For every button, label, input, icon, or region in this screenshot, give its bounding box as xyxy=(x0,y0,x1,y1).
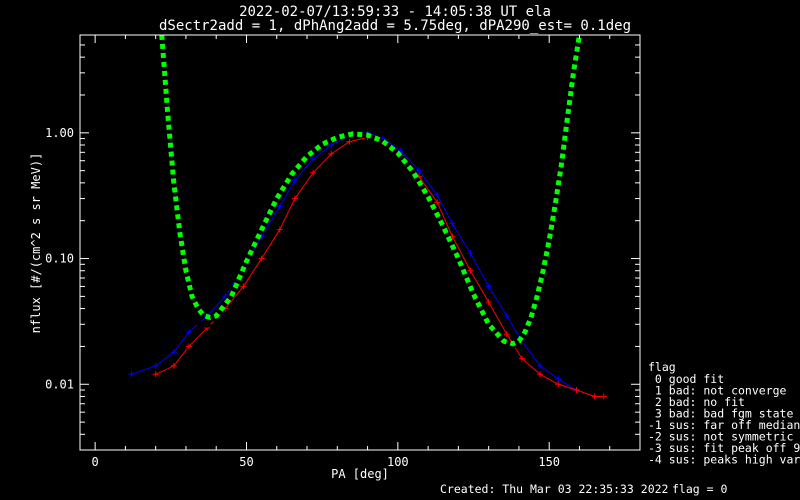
legend-entry: -4 sus: peaks high var xyxy=(648,453,800,467)
series-1-point xyxy=(346,138,353,145)
x-axis-label: PA [deg] xyxy=(331,467,389,481)
legend-entry: -1 sus: far off median xyxy=(648,418,800,432)
series-0-point xyxy=(185,329,192,336)
plot-frame xyxy=(79,34,641,451)
legend-entry: -2 sus: not symmetric xyxy=(648,430,793,444)
legend-entry: 1 bad: not converge xyxy=(648,384,787,398)
legend-entry: -3 sus: fit peak off 90 xyxy=(648,441,800,455)
series-0-point xyxy=(434,192,441,199)
series-0-point xyxy=(310,155,317,162)
series-1-point xyxy=(170,362,177,369)
series-1-point xyxy=(485,299,492,306)
series-1-point xyxy=(518,355,525,362)
series-0-point xyxy=(416,167,423,174)
series-1-point xyxy=(467,267,474,274)
series-0-point xyxy=(170,349,177,356)
chart-title-line2: dSectr2add = 1, dPhAng2add = 5.75deg, dP… xyxy=(159,18,631,34)
series-0-point xyxy=(485,283,492,290)
series-1-point xyxy=(555,381,562,388)
legend-entry: 0 good fit xyxy=(648,372,724,386)
created-timestamp: Created: Thu Mar 03 22:35:33 2022 xyxy=(440,482,668,496)
model-curve-3 xyxy=(159,34,582,347)
series-0-point xyxy=(276,203,283,210)
flag-value: flag = 0 xyxy=(672,482,727,496)
series-0-point xyxy=(291,177,298,184)
flag-legend: flag 0 good fit 1 bad: not converge 2 ba… xyxy=(648,360,800,467)
x-tick-label: 150 xyxy=(538,455,560,469)
series-1-point xyxy=(537,371,544,378)
series-1-point xyxy=(258,255,265,262)
series-1-point xyxy=(310,169,317,176)
series-1-point xyxy=(152,371,159,378)
series-1-point xyxy=(276,226,283,233)
series-0-point xyxy=(449,220,456,227)
x-tick-label: 100 xyxy=(387,455,409,469)
series-0-point xyxy=(537,362,544,369)
series-1-point xyxy=(328,150,335,157)
legend-entry: 2 bad: no fit xyxy=(648,395,745,409)
series-1-point xyxy=(591,393,598,400)
series-0-point xyxy=(152,362,159,369)
y-tick-label: 0.10 xyxy=(45,252,74,266)
series-0-point xyxy=(503,312,510,319)
series-1-point xyxy=(600,393,607,400)
series-0-point xyxy=(467,250,474,257)
legend-entry: 3 bad: bad fgm state xyxy=(648,407,793,421)
model-curves-layer xyxy=(153,34,582,350)
series-0-point xyxy=(128,371,135,378)
series-1-point xyxy=(291,195,298,202)
series-1-point xyxy=(185,343,192,350)
legend-title: flag xyxy=(648,360,676,374)
y-axis-label: nflux [#/(cm^2 s sr MeV)] xyxy=(29,153,43,334)
series-1-point xyxy=(573,387,580,394)
axis-layer: 0 50 100 150 0.01 0.10 1.00 xyxy=(45,34,640,469)
x-tick-label: 0 xyxy=(92,455,99,469)
series-1-point xyxy=(434,199,441,206)
series-1-point xyxy=(240,283,247,290)
y-tick-label: 1.00 xyxy=(45,126,74,140)
x-tick-label: 50 xyxy=(239,455,253,469)
series-0-point xyxy=(555,376,562,383)
y-tick-label: 0.01 xyxy=(45,377,74,391)
series-0-point xyxy=(328,142,335,149)
chart-title-line1: 2022-02-07/13:59:33 - 14:05:38 UT ela xyxy=(239,4,551,20)
series-1-point xyxy=(503,331,510,338)
